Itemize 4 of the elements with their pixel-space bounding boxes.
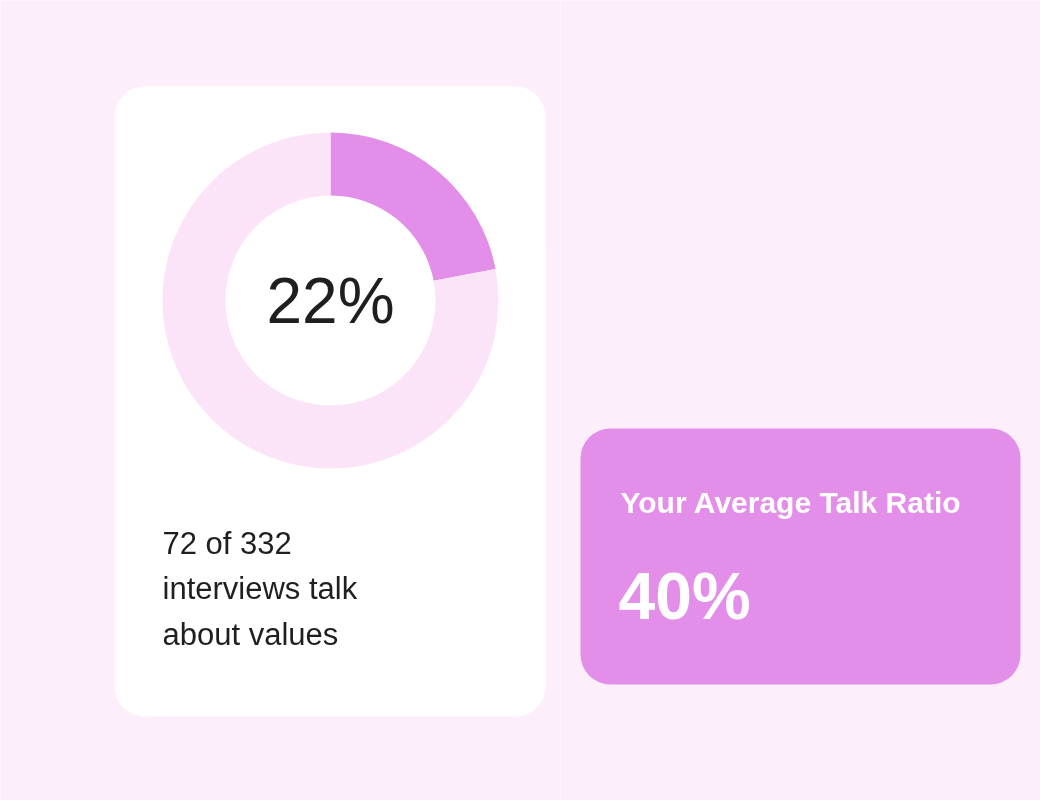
data-label: 22% [266,264,395,337]
text: 40% [618,558,751,633]
text: Your Average Talk Ratio [620,486,961,519]
text: 72 of 332 interviews talk about values [162,525,358,652]
